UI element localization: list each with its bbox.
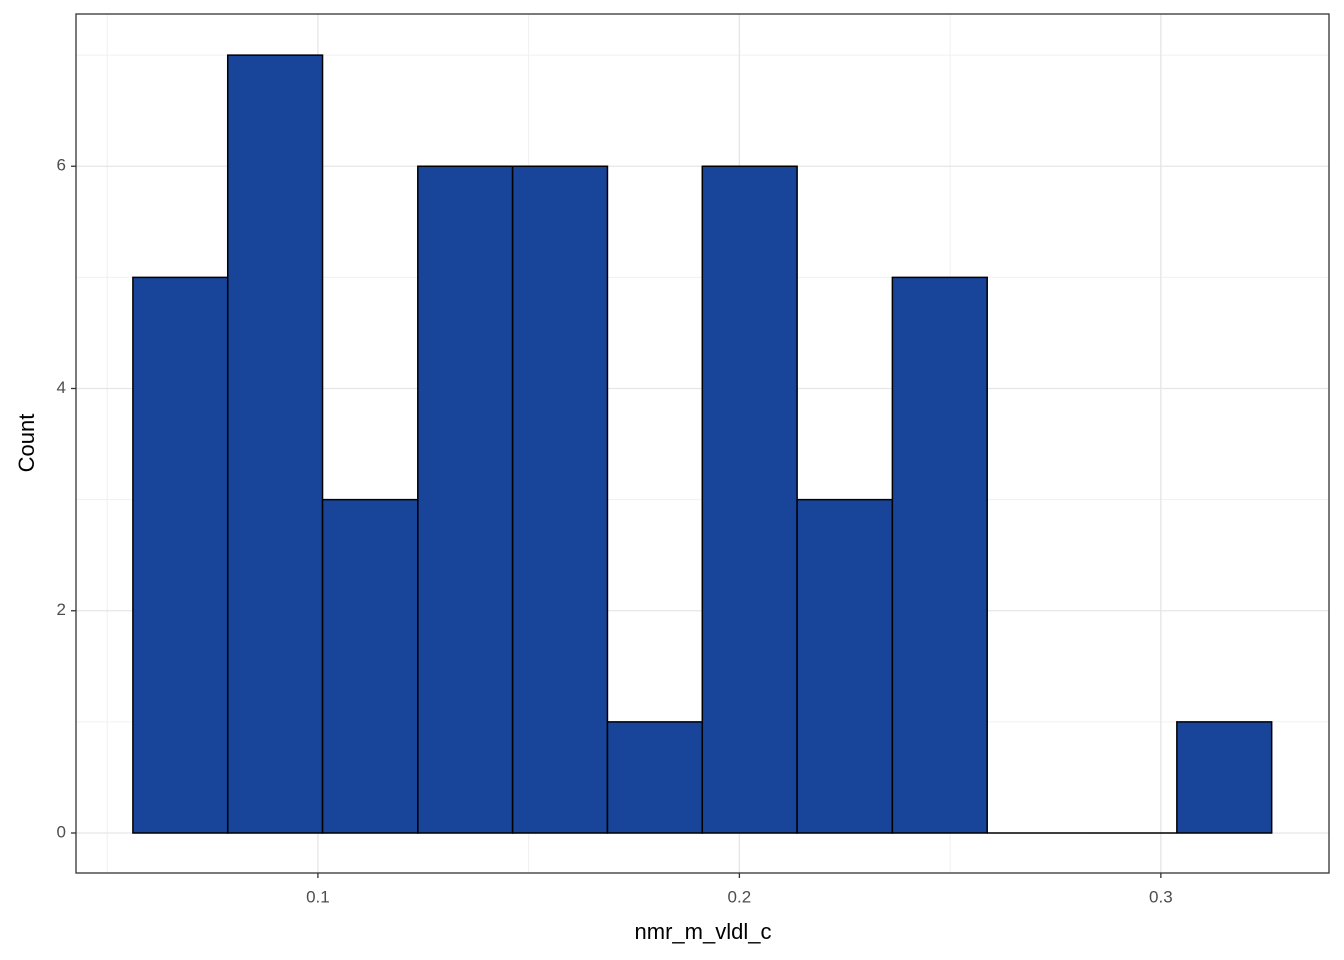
bar — [1176, 721, 1273, 834]
x-axis-title: nmr_m_vldl_c — [635, 919, 772, 944]
bar — [701, 165, 798, 834]
x-tick-label: 0.3 — [1149, 887, 1173, 906]
bar — [891, 276, 988, 834]
bar — [796, 498, 894, 834]
x-tick-label: 0.2 — [728, 887, 752, 906]
bar — [226, 54, 324, 834]
y-tick-label: 0 — [57, 822, 66, 841]
x-tick-label: 0.1 — [306, 887, 330, 906]
bar — [417, 165, 514, 834]
bar — [321, 498, 419, 834]
bar — [606, 721, 704, 834]
panel-border — [75, 13, 1330, 874]
bar — [511, 165, 609, 834]
y-tick-label: 4 — [57, 378, 66, 397]
bar — [132, 276, 229, 834]
y-axis-title: Count — [14, 414, 39, 473]
y-tick-label: 2 — [57, 600, 66, 619]
y-tick-label: 6 — [57, 156, 66, 175]
